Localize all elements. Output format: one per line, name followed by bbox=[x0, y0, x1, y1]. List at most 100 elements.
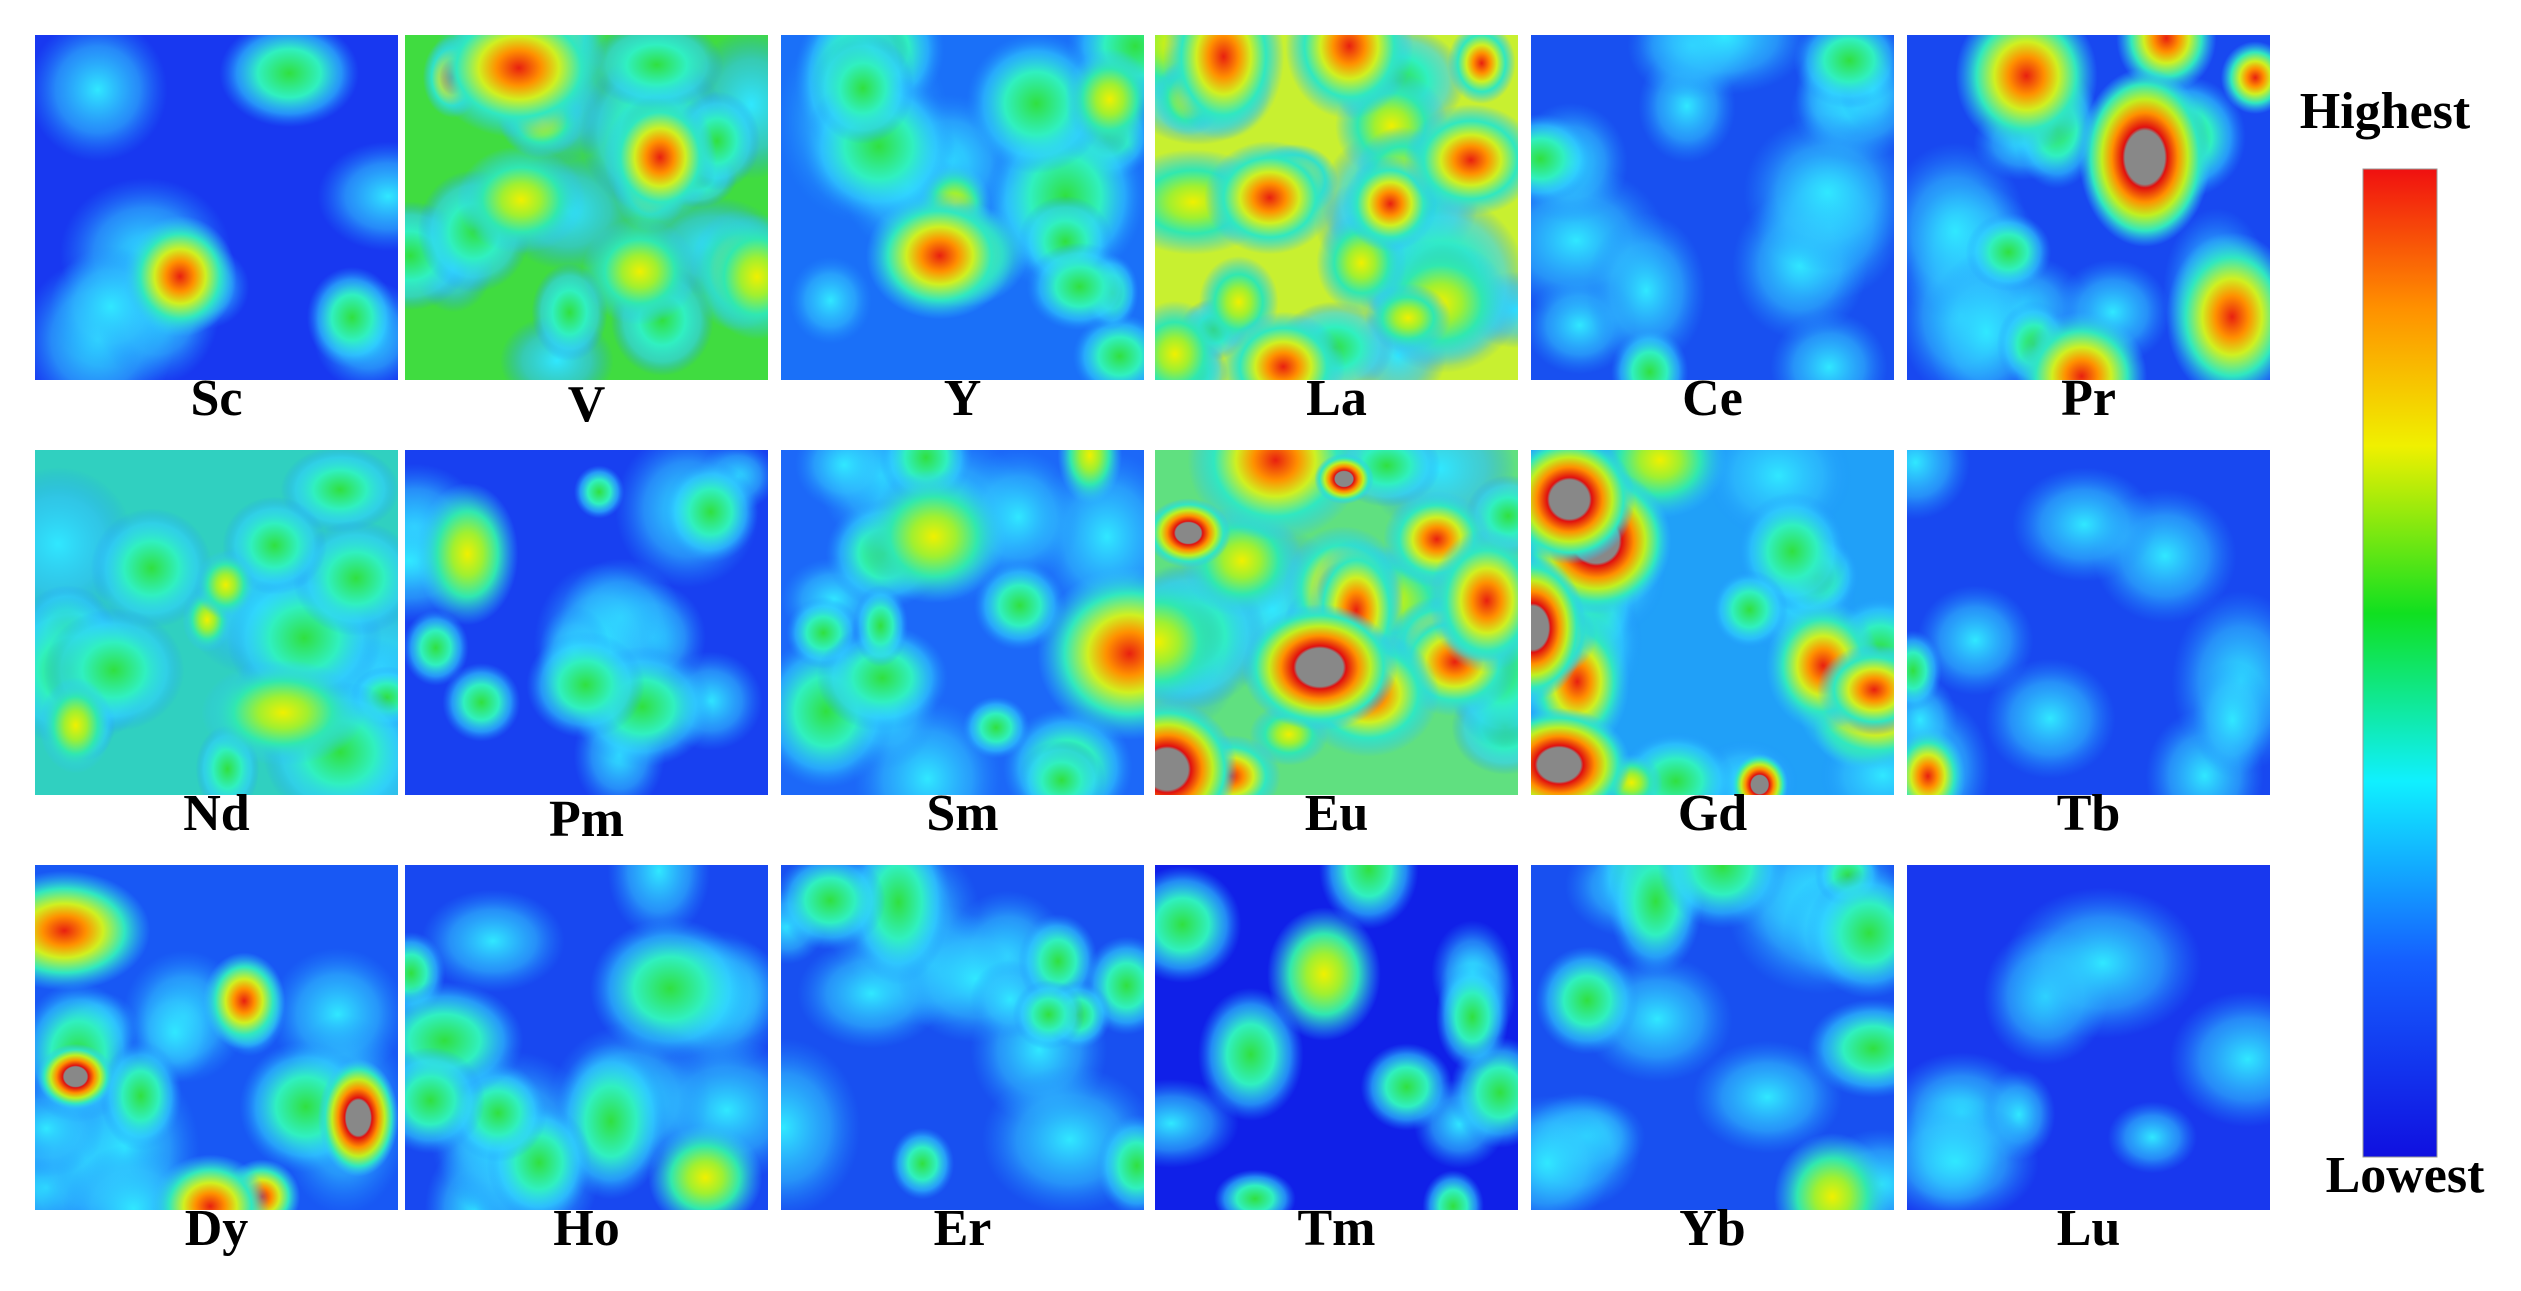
panel-label: Tb bbox=[2057, 785, 2121, 842]
heatmap-blob bbox=[1012, 979, 1085, 1050]
heatmap-blob bbox=[2107, 1101, 2198, 1174]
panel-label: Gd bbox=[1678, 785, 1747, 842]
heatmap-blob bbox=[1017, 739, 1106, 795]
panel-label: Nd bbox=[183, 785, 250, 842]
heatmap-blob bbox=[1907, 630, 1942, 712]
heatmap-blob bbox=[1531, 450, 1636, 565]
heatmap-blob bbox=[1360, 1043, 1453, 1131]
heatmap-blob bbox=[1916, 585, 2034, 696]
heatmap-blob bbox=[1710, 570, 1789, 650]
panel-label: Lu bbox=[2057, 1200, 2121, 1257]
heatmap-blob bbox=[648, 1124, 763, 1210]
heatmap-blob bbox=[1072, 313, 1144, 380]
heatmap-blob bbox=[1907, 728, 1966, 795]
panel-label: Pr bbox=[2061, 370, 2116, 427]
colorbar-low-label: Lowest bbox=[2326, 1147, 2486, 1204]
heatmap-blob bbox=[865, 191, 1014, 320]
heatmap-blob bbox=[781, 865, 886, 951]
heatmap-blob bbox=[2166, 232, 2270, 380]
panel-label: Eu bbox=[1305, 785, 1369, 842]
heatmap-blob bbox=[1422, 1170, 1484, 1210]
heatmap-blob bbox=[1907, 1100, 2039, 1210]
heatmap-panel bbox=[405, 450, 768, 795]
heatmap-blob bbox=[589, 35, 724, 110]
heatmap-blob bbox=[38, 677, 113, 774]
heatmap-blob bbox=[663, 461, 759, 563]
heatmap-blob bbox=[1037, 567, 1144, 740]
heatmap-blob bbox=[1064, 48, 1144, 151]
heatmap-blob bbox=[1657, 865, 1788, 929]
heatmap-blob bbox=[1365, 283, 1451, 353]
heatmap-blob bbox=[405, 609, 469, 686]
heatmap-blob bbox=[811, 35, 914, 145]
panel-label: Sm bbox=[926, 785, 998, 842]
heatmap-blob bbox=[781, 1038, 861, 1210]
heatmap-blob bbox=[1155, 498, 1231, 568]
panel-label: Sc bbox=[191, 370, 243, 427]
heatmap-panel bbox=[1155, 35, 1518, 380]
heatmap-blob bbox=[1163, 35, 1285, 141]
heatmap-panel bbox=[405, 35, 768, 380]
heatmap-blob bbox=[1314, 453, 1374, 505]
heatmap-blob bbox=[1096, 1114, 1144, 1210]
heatmap-panel bbox=[35, 450, 398, 795]
panel-label: Y bbox=[944, 370, 982, 427]
heatmap-blob bbox=[603, 93, 717, 222]
heatmap-blob bbox=[1586, 212, 1707, 368]
heatmap-panel bbox=[1155, 865, 1518, 1210]
panel-label: La bbox=[1306, 370, 1367, 427]
panel-label: Dy bbox=[185, 1200, 249, 1257]
heatmap-blob bbox=[1435, 963, 1509, 1071]
panel-label: Tm bbox=[1298, 1200, 1376, 1257]
heatmap-blob bbox=[1773, 1132, 1891, 1210]
panel-grid: Sc V Y La Ce Pr Nd Pm Sm Eu Gd Tb Dy Ho Er Tm Yb Lu bbox=[35, 35, 2270, 1257]
heatmap-blob bbox=[1955, 35, 2098, 152]
heatmap-panel bbox=[405, 865, 768, 1210]
heatmap-blob bbox=[1204, 140, 1336, 255]
heatmap-blob bbox=[123, 215, 237, 337]
heatmap-blob bbox=[306, 266, 398, 369]
heatmap-blob bbox=[37, 1043, 114, 1110]
heatmap-blob bbox=[702, 213, 768, 340]
heatmap-blob bbox=[2169, 991, 2270, 1128]
heatmap-blob bbox=[317, 141, 398, 252]
panel-label: Pm bbox=[549, 791, 624, 848]
heatmap-blob bbox=[195, 550, 256, 620]
heatmap-blob bbox=[1610, 327, 1689, 380]
heatmap-panel bbox=[781, 35, 1144, 380]
panel-label: Er bbox=[934, 1200, 992, 1257]
heatmap-blob bbox=[1155, 865, 1242, 984]
heatmap-blob bbox=[1155, 575, 1227, 709]
heatmap-blob bbox=[1984, 658, 2116, 779]
heatmap-blob bbox=[201, 659, 365, 766]
heatmap-blob bbox=[581, 218, 698, 325]
heatmap-blob bbox=[151, 1154, 270, 1210]
heatmap-panel bbox=[1907, 450, 2270, 795]
heatmap-panel bbox=[35, 865, 398, 1210]
heatmap-blob bbox=[1731, 753, 1788, 795]
heatmap-blob bbox=[1221, 311, 1346, 380]
heatmap-blob bbox=[35, 870, 151, 991]
heatmap-blob bbox=[1793, 35, 1894, 109]
heatmap-blob bbox=[421, 889, 565, 993]
heatmap-blob bbox=[2016, 311, 2148, 380]
panel-label: Ho bbox=[553, 1200, 619, 1257]
panel-label: V bbox=[568, 376, 606, 433]
heatmap-blob bbox=[1692, 1040, 1843, 1154]
heatmap-blob bbox=[1965, 212, 2052, 292]
heatmap-blob bbox=[789, 256, 872, 345]
heatmap-blob bbox=[1197, 987, 1304, 1122]
heatmap-blob bbox=[1531, 113, 1593, 204]
heatmap-panel bbox=[781, 865, 1144, 1210]
heatmap-blob bbox=[90, 508, 213, 629]
heatmap-blob bbox=[1429, 528, 1518, 673]
heatmap-blob bbox=[35, 35, 168, 162]
heatmap-blob bbox=[1214, 1169, 1296, 1210]
heatmap-blob bbox=[1242, 604, 1398, 731]
heatmap-blob bbox=[962, 696, 1030, 759]
heatmap-blob bbox=[1026, 242, 1133, 331]
heatmap-blob bbox=[99, 1040, 182, 1151]
heatmap-blob bbox=[317, 1058, 398, 1177]
heatmap-blob bbox=[203, 952, 286, 1050]
